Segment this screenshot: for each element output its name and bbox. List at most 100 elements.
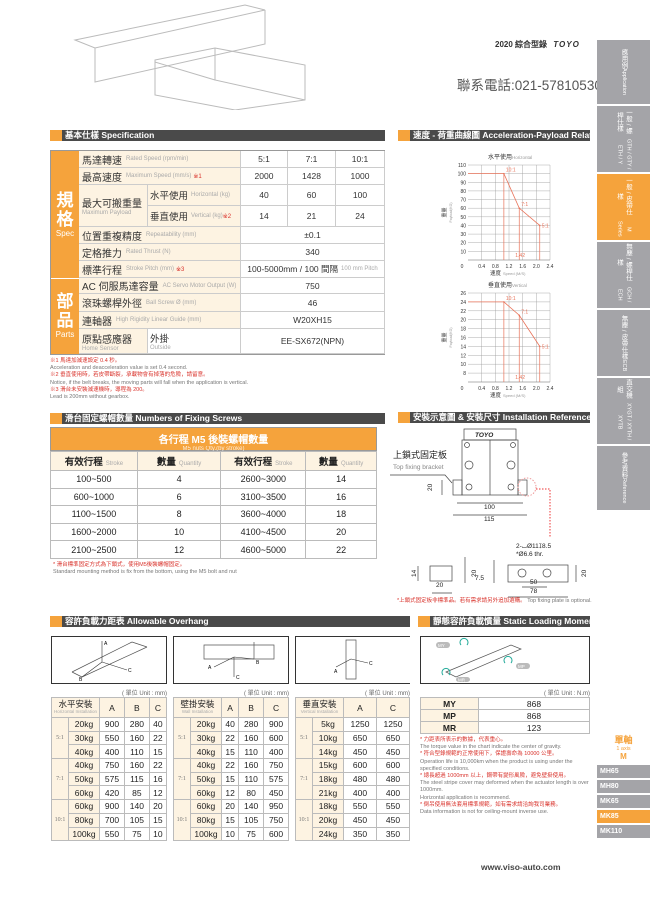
table-row: 7:1 15kg 600 600	[295, 758, 410, 801]
table-row: 60kg 420 85 12	[52, 785, 168, 801]
table-cell: 20kg	[190, 717, 222, 732]
static-note: Horizontal application is recommend.	[420, 794, 511, 801]
y-tick-label: 20	[460, 241, 466, 247]
model-tab[interactable]: MK85	[597, 810, 650, 824]
sidebar-tab-label: 參考資料	[620, 452, 627, 479]
table-cell: 80kg	[68, 812, 100, 828]
chart-title-en: Vertical	[512, 283, 527, 288]
y-axis-label: 重量	[441, 207, 448, 217]
spec-value: 100-5000mm / 100 間隔 100 mm Pitch	[241, 261, 385, 278]
data-point	[503, 172, 505, 175]
static-moment-diagram: MY MP MR	[420, 636, 590, 684]
table-cell: 60kg	[190, 799, 222, 814]
table-cell: 600	[263, 730, 289, 746]
model-tab[interactable]: MK65	[597, 795, 650, 809]
ratio-cell: 5:1	[51, 716, 69, 760]
installation-type: 水平安裝 Horizontal Installation	[51, 697, 100, 718]
x-axis-label-en: Speed (M/S)	[503, 393, 526, 398]
install-note: *上鎖式固定板非標準品。若有需求請另外追加選購。 Top fixing plat…	[397, 598, 592, 604]
spec-note: ※3 滑台未安裝減速機時，導程為 200。	[50, 386, 148, 393]
sidebar-tab[interactable]: 參考資料 Reference	[597, 446, 650, 512]
table-cell: 18kg	[312, 771, 344, 787]
phone-number: 聯系電話:021-57810530	[457, 78, 602, 93]
sidebar-tab-sublabel: GTH / GTY / ETH / Y	[616, 139, 632, 170]
table-cell: 140	[238, 799, 265, 814]
table-row: 21kg 400 400	[296, 785, 410, 801]
bracket-label-zh: 上鎖式固定板	[393, 449, 447, 460]
sidebar-tab-sublabel: Application	[621, 68, 627, 96]
table-cell: 110	[123, 744, 150, 760]
svg-text:A: A	[104, 641, 108, 647]
spec-label: 定格推力 Rated Thrust (N)	[79, 244, 241, 261]
table-cell: 18	[305, 505, 377, 524]
table-cell: 550	[99, 826, 125, 842]
svg-text:B: B	[256, 660, 260, 666]
table-row: 40kg 400 110 15	[52, 744, 168, 760]
x-tick-label: 0.8	[492, 264, 499, 270]
table-row: 30kg 22 160 600	[174, 730, 289, 746]
payload-label: 最大可搬重量 Maximum Payload	[79, 185, 148, 227]
table-cell: 22	[220, 758, 240, 773]
sidebar-tab[interactable]: 無塵 / 螺桿仕樣 GCH / ECH	[597, 242, 650, 310]
table-row: 50kg 575 115 16	[52, 771, 168, 787]
table-cell: 160	[123, 730, 150, 746]
table-cell: 350	[376, 826, 410, 842]
static-note: * 倒吊使用無法套用標準規範，如有需求請洽詢我司業務。	[420, 801, 562, 808]
spec-value: 100	[336, 185, 385, 206]
model-tab[interactable]: MH80	[597, 780, 650, 794]
y-axis-label-en: Payload(KG)	[449, 327, 453, 347]
sidebar-tab-label: 應用例	[620, 48, 627, 69]
table-cell: 75	[123, 826, 150, 842]
static-unit: ( 單位 Unit : N.m)	[544, 691, 590, 697]
sidebar-tab[interactable]: 一般 / 皮帶仕樣 M Series	[597, 174, 650, 242]
spec-value: 10:1	[336, 151, 385, 168]
table-row: 10kg 650 650	[296, 730, 410, 746]
spec-note: ※2 垂直使用時，若皮帶斷裂，承載物會有掉落的危險，請留意。	[50, 372, 209, 379]
y-tick-label: 26	[460, 291, 466, 297]
static-moment-table: MY 868 MP 868 MR 123	[420, 697, 590, 734]
column-header: 數量 Quantity	[136, 451, 222, 471]
screws-note: * 滑台標準固定方式為下鎖式，使用M5後裝螺帽固定。 Standard mount…	[53, 562, 237, 576]
installation-type: 垂直安裝 Vertical Installation	[295, 697, 344, 718]
table-row: 30kg 550 160 22	[52, 730, 168, 746]
table-cell: 450	[343, 812, 377, 828]
table-cell: 15kg	[312, 758, 344, 773]
y-tick-label: 10	[460, 249, 466, 255]
svg-text:100: 100	[484, 504, 495, 511]
table-cell: 22	[148, 758, 168, 773]
ratio-label: 10:1	[506, 296, 516, 302]
sidebar-tab[interactable]: 無塵 / 皮帶仕樣 ECB	[597, 310, 650, 378]
table-row: 50kg 15 110 575	[174, 771, 289, 787]
column-header: A	[220, 697, 240, 718]
table-cell: 1250	[376, 717, 410, 732]
horizontal-overhang-diagram: A C B	[51, 636, 167, 684]
table-cell: 575	[263, 771, 289, 787]
table-cell: 575	[99, 771, 125, 787]
table-cell: 600	[263, 826, 289, 842]
table-cell: 50kg	[190, 771, 222, 787]
payload-curve	[468, 301, 541, 347]
table-cell: 400	[99, 744, 125, 760]
table-cell: 100kg	[68, 826, 100, 842]
table-cell: 85	[123, 785, 150, 801]
catalog-title: 2020 綜合型錄 TOYO	[495, 40, 580, 49]
sidebar-tab[interactable]: 一般 / 螺桿仕樣 GTH / GTY / ETH / Y	[597, 106, 650, 174]
sidebar-tab-label: 直交機組	[615, 379, 632, 399]
moment-label: MY	[420, 697, 479, 710]
sidebar-tab[interactable]: 應用例 Application	[597, 40, 650, 106]
table-cell: 10	[136, 522, 222, 542]
table-cell: 40	[148, 717, 168, 732]
table-cell: 110	[238, 771, 265, 787]
sidebar-tab[interactable]: 直交機組 XYGT / XYTH / XYTB	[597, 378, 650, 446]
svg-text:*Ø6.6 thr.: *Ø6.6 thr.	[516, 551, 544, 558]
spec-value: 5:1	[241, 151, 288, 168]
table-cell: 20	[148, 799, 168, 814]
spec-value: 14	[241, 206, 288, 227]
table-cell: 400	[343, 785, 377, 801]
model-tab[interactable]: MK110	[597, 825, 650, 839]
moment-label: MP	[420, 709, 479, 722]
model-tab[interactable]: MH65	[597, 765, 650, 779]
overhang-section-title: 容許負載力距表 Allowable Overhang	[50, 616, 410, 627]
